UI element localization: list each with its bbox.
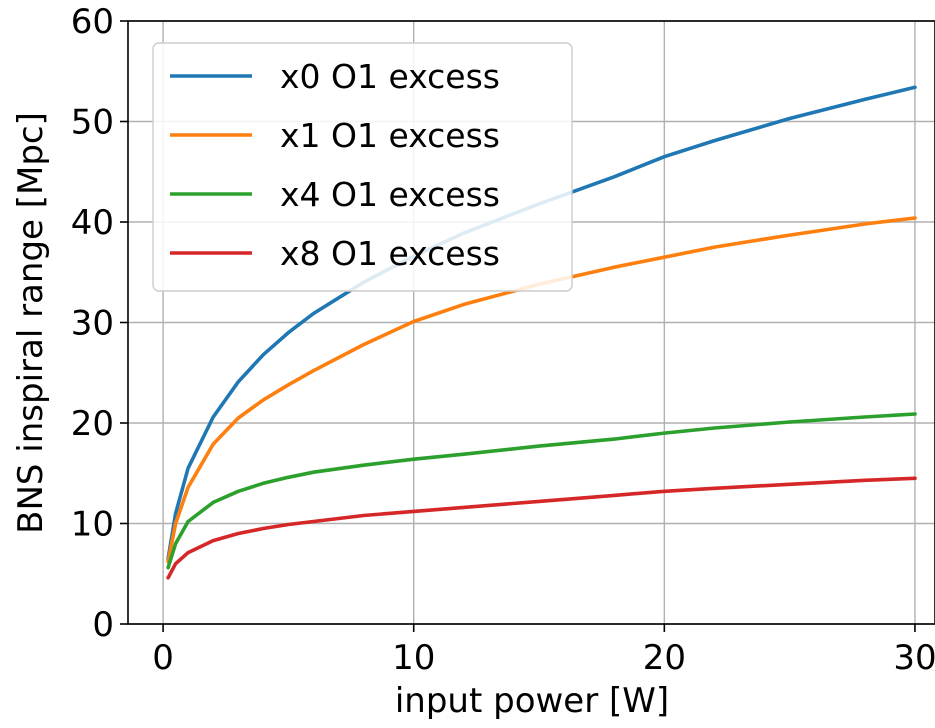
x-tick-label: 0 [152, 638, 174, 678]
x-tick-label: 30 [893, 638, 935, 678]
series-line [166, 412, 917, 570]
y-tick-label: 30 [71, 304, 114, 344]
legend-label: x1 O1 excess [280, 116, 500, 155]
y-ticks: 0 10 20 30 40 50 60 [71, 2, 128, 645]
y-tick-label: 50 [71, 103, 114, 143]
y-tick-label: 40 [71, 203, 114, 243]
y-tick-label: 60 [71, 2, 114, 42]
legend-label: x8 O1 excess [280, 234, 500, 273]
x-axis-label: input power [W] [395, 681, 669, 721]
legend-label: x4 O1 excess [280, 175, 500, 214]
y-tick-label: 0 [92, 605, 114, 645]
y-tick-label: 20 [71, 404, 114, 444]
legend-label: x0 O1 excess [280, 57, 500, 96]
x-tick-label: 10 [392, 638, 435, 678]
series-line [166, 476, 917, 580]
series-line [166, 216, 917, 564]
plot-lines [166, 85, 917, 580]
y-tick-label: 10 [71, 505, 114, 545]
y-axis-label: BNS inspiral range [Mpc] [11, 112, 51, 534]
x-tick-label: 20 [643, 638, 686, 678]
legend-box [152, 42, 573, 292]
legend: x0 O1 excess x1 O1 excess x4 O1 excess x8 O… [152, 42, 573, 292]
x-ticks: 0 10 20 30 [152, 624, 935, 678]
